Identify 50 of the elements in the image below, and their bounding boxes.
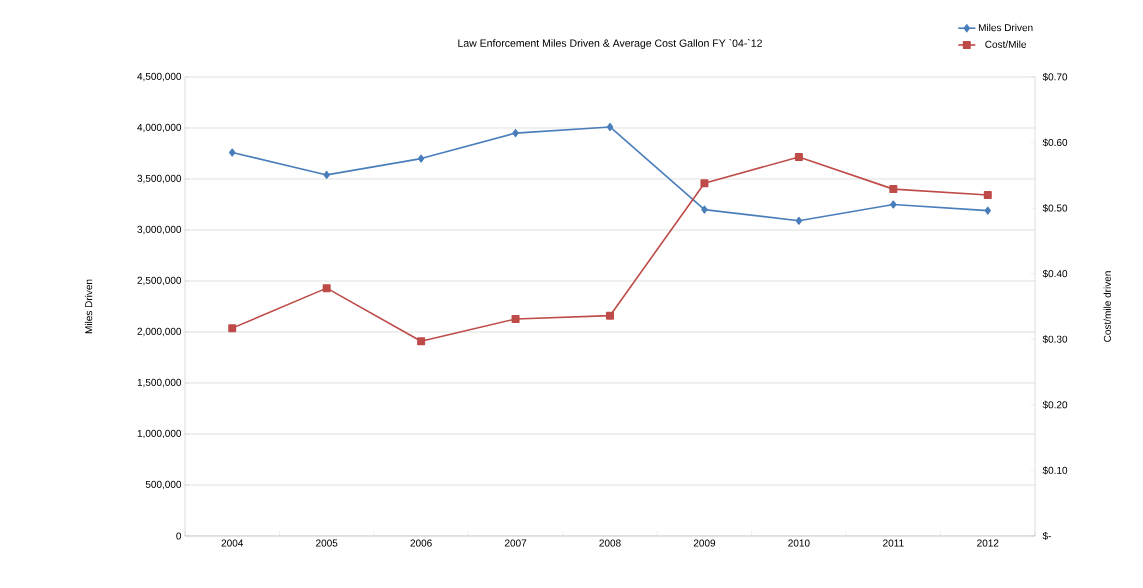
- x-tick-label: 2007: [504, 539, 527, 547]
- y-tick-label: 1,000,000: [137, 429, 182, 439]
- y-tick-label: 4,000,000: [137, 123, 182, 133]
- y2-tick-label: $0.70: [1042, 72, 1068, 82]
- y-tick-label: 2,500,000: [137, 276, 182, 286]
- point: [794, 152, 803, 161]
- y2-tick-label: $0.60: [1042, 138, 1068, 147]
- y2-tick-label: $0.40: [1042, 269, 1068, 278]
- x-tick-label: 2005: [316, 539, 338, 547]
- point: [701, 205, 708, 214]
- y2-tick-label: $0.10: [1042, 466, 1068, 475]
- point: [890, 200, 897, 209]
- x-tick-label: 2004: [221, 539, 244, 547]
- chart-title: Law Enforcement Miles Driven & Average Cost Gallon FY `04-`12: [458, 39, 762, 49]
- y-tick-label: 2,000,000: [137, 327, 182, 337]
- y2-axis-title: Cost/mile driven: [1103, 271, 1111, 342]
- y2-tick-label: $0.50: [1042, 204, 1068, 213]
- y2-tick-label: $-: [1042, 531, 1051, 541]
- x-tick-label: 2010: [788, 539, 810, 547]
- point: [512, 129, 519, 138]
- y-axis-title: Miles Driven: [84, 279, 93, 334]
- legend-label: Miles Driven: [978, 23, 1033, 32]
- y-tick-label: 3,500,000: [137, 174, 182, 184]
- y-tick-label: 0: [176, 532, 182, 540]
- point: [606, 311, 614, 320]
- point: [228, 324, 237, 333]
- y2-tick-label: $0.20: [1042, 400, 1068, 409]
- legend-label: Cost/Mile: [985, 40, 1027, 48]
- point: [417, 154, 425, 163]
- x-tick-label: 2006: [410, 539, 432, 547]
- point: [322, 284, 331, 293]
- point: [983, 191, 992, 200]
- y2-tick-label: $0.30: [1042, 335, 1068, 344]
- point: [511, 314, 520, 323]
- point: [889, 185, 898, 194]
- point: [323, 170, 330, 179]
- point: [606, 122, 614, 131]
- y-tick-label: 1,500,000: [137, 378, 182, 388]
- x-tick-label: 2009: [693, 539, 716, 547]
- x-tick-label: 2008: [599, 539, 621, 547]
- y-tick-label: 3,000,000: [137, 225, 182, 235]
- point: [984, 206, 991, 215]
- y-tick-label: 4,500,000: [137, 72, 182, 82]
- point: [417, 337, 426, 346]
- point: [700, 179, 709, 188]
- point: [795, 216, 803, 225]
- point: [229, 148, 236, 157]
- x-tick-label: 2012: [977, 539, 999, 547]
- x-tick-label: 2011: [883, 539, 904, 547]
- y-tick-label: 500,000: [145, 480, 182, 490]
